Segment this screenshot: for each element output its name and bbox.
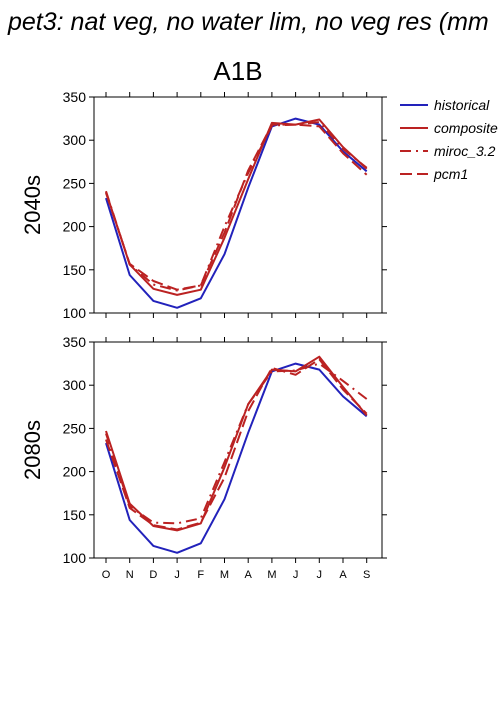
y-tick-label: 200 bbox=[63, 464, 87, 480]
legend-label: pcm1 bbox=[433, 166, 468, 182]
series-line-pcm1 bbox=[105, 123, 368, 291]
series-line-composite bbox=[105, 118, 368, 296]
series-line-pcm1 bbox=[105, 358, 368, 531]
x-tick-label: J bbox=[293, 569, 299, 581]
series-line-historical bbox=[105, 117, 368, 309]
series-line-miroc-3-2 bbox=[105, 362, 368, 525]
y-tick-label: 200 bbox=[63, 219, 87, 235]
y-tick-label: 300 bbox=[63, 377, 87, 393]
plot-frame bbox=[93, 341, 383, 559]
y-tick-label: 250 bbox=[63, 175, 87, 191]
panel-2040s: 100 150 200 250 300 350 2040s bbox=[20, 89, 387, 321]
y-tick-label: 100 bbox=[63, 550, 87, 566]
y-tick-label: 100 bbox=[63, 305, 87, 321]
x-tick-label: J bbox=[174, 569, 180, 581]
legend-label: historical bbox=[434, 97, 490, 113]
x-tick-label: A bbox=[245, 569, 253, 581]
scenario-title: A1B bbox=[213, 56, 262, 86]
series-line-composite bbox=[105, 355, 368, 532]
x-tick-label: M bbox=[220, 569, 229, 581]
y-tick-label: 150 bbox=[63, 507, 87, 523]
y-tick-label: 250 bbox=[63, 420, 87, 436]
x-tick-label: N bbox=[126, 569, 134, 581]
y-tick-label: 350 bbox=[63, 334, 87, 350]
y-tick-label: 350 bbox=[63, 89, 87, 105]
plot-frame bbox=[93, 96, 383, 314]
legend: historical composite miroc_3.2 pcm1 bbox=[400, 97, 498, 182]
series-line-historical bbox=[105, 362, 368, 554]
series-line-miroc-3-2 bbox=[105, 121, 368, 292]
x-tick-label: M bbox=[267, 569, 276, 581]
legend-label: composite bbox=[434, 120, 498, 136]
x-tick-label: J bbox=[317, 569, 323, 581]
x-tick-label: F bbox=[197, 569, 204, 581]
panel-row-label: 2080s bbox=[20, 420, 45, 480]
panel-2080s: 100 150 200 250 300 350 O N D J F M A M J J A S 2080s bbox=[20, 334, 387, 581]
legend-label: miroc_3.2 bbox=[434, 143, 496, 159]
y-tick-label: 300 bbox=[63, 132, 87, 148]
x-tick-label: S bbox=[363, 569, 370, 581]
panel-row-label: 2040s bbox=[20, 175, 45, 235]
x-tick-label: D bbox=[149, 569, 157, 581]
figure-title: pet3: nat veg, no water lim, no veg res … bbox=[7, 8, 489, 36]
x-tick-label: O bbox=[102, 569, 111, 581]
y-tick-label: 150 bbox=[63, 262, 87, 278]
x-tick-label: A bbox=[339, 569, 347, 581]
